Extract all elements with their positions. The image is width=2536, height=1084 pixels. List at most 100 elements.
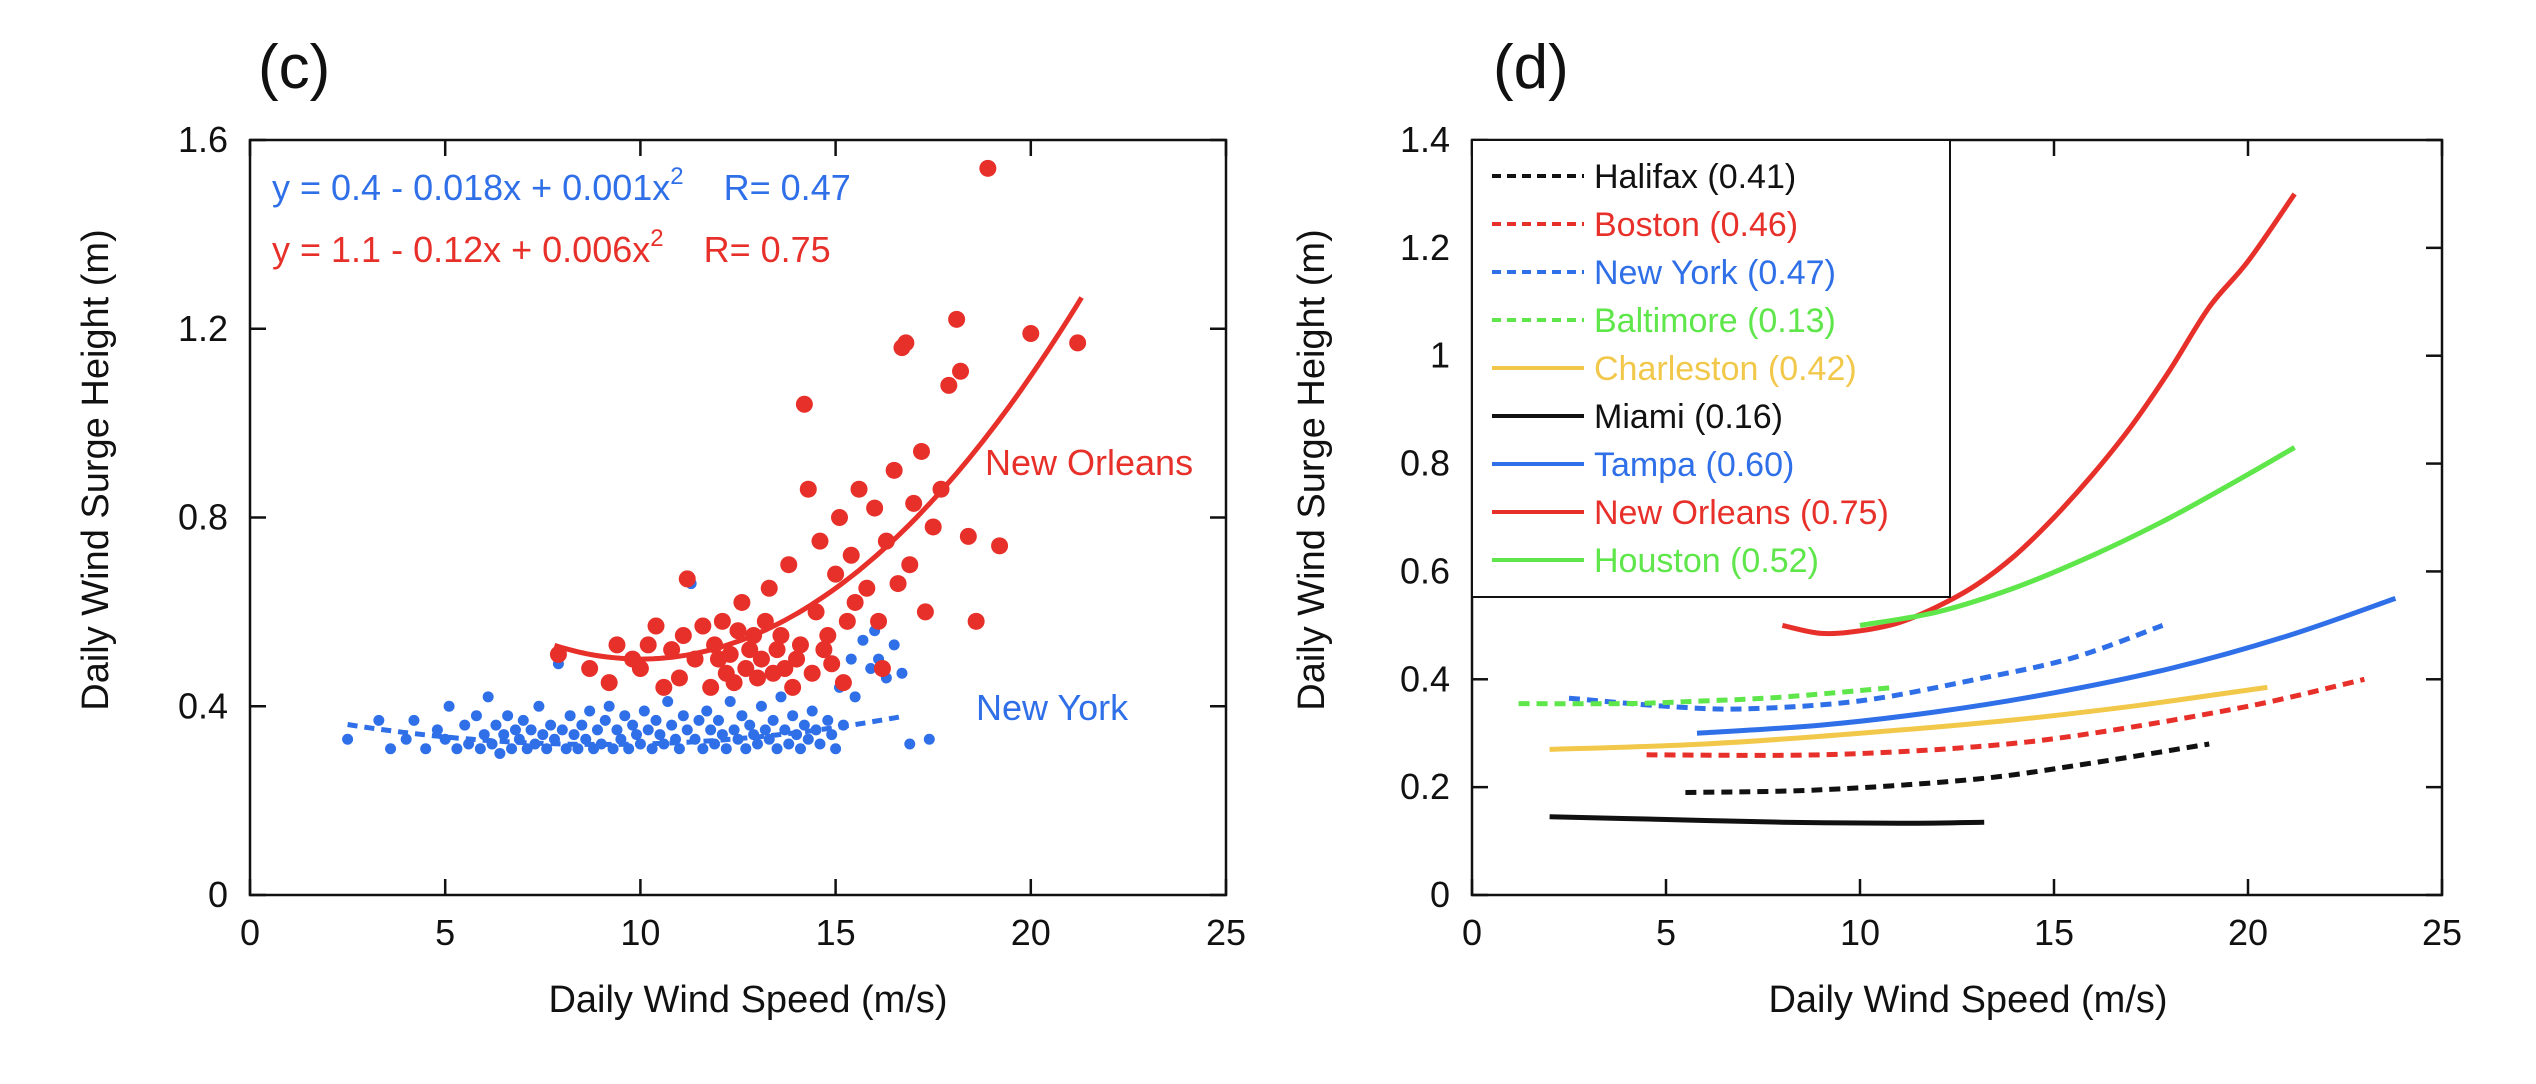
point-new-orleans [846,593,864,611]
point-new-york [783,738,795,750]
equation-red-text: y = 1.1 - 0.12x + 0.006x [272,229,650,270]
point-new-york [537,729,549,741]
point-new-york [470,710,482,722]
panel-d-y-axis-title: Daily Wind Surge Height (m) [1291,229,1333,710]
equation-blue-sup: 2 [670,163,683,190]
point-new-york [619,710,631,722]
point-new-york [474,743,486,755]
point-new-york [498,729,510,741]
panel-d-x-tick-label: 5 [1656,912,1676,953]
legend-r-value: (0.41) [1707,158,1796,196]
legend-item-baltimore: Baltimore (0.13) [1594,302,1836,340]
panel-c-y-axis-title: Daily Wind Surge Height (m) [75,229,117,710]
point-new-york [517,714,529,726]
panel-d-x-axis-title: Daily Wind Speed (m/s) [1768,979,2167,1021]
panel-d-x-tick-label: 20 [2228,912,2268,953]
point-new-york [849,691,861,703]
point-new-orleans [873,660,891,677]
point-new-york [478,729,490,741]
series-line-tampa [1696,596,2397,736]
point-new-orleans [823,655,841,673]
panel-c-y-tick-label: 1.2 [178,308,228,349]
point-new-york [638,705,650,717]
panel-d-y-tick-label: 0 [1430,874,1450,915]
point-new-york [533,700,545,712]
point-new-york [830,743,842,755]
point-new-orleans [678,570,696,588]
point-new-orleans [639,636,657,654]
point-new-orleans [815,641,833,659]
point-new-york [611,724,623,736]
point-new-orleans [901,556,919,574]
panel-c-y-tick-label: 1.6 [178,119,228,160]
point-new-orleans [674,626,692,644]
panel-c-equations: y = 0.4 - 0.018x + 0.001x2 R= 0.47 y = 1.… [272,163,851,270]
legend-r-value: (0.16) [1694,398,1783,436]
equation-red-sup: 2 [650,225,663,252]
point-new-york [845,653,857,665]
series-line-charleston [1549,684,2268,752]
point-new-orleans [760,579,778,597]
legend-r-value: (0.47) [1747,254,1836,292]
point-new-orleans [749,669,767,687]
point-new-york [666,719,678,731]
point-new-orleans [725,674,743,692]
point-new-york [888,639,900,651]
panel-d-legend: Halifax (0.41) Boston (0.46) New York (0.4… [1471,139,1951,598]
point-new-orleans [889,575,907,593]
series-line-houston [1859,445,2296,628]
point-new-york [720,743,732,755]
point-new-york [857,634,869,646]
point-new-york [904,738,916,750]
point-new-york [373,714,385,726]
point-new-orleans [803,664,821,682]
point-new-orleans [834,674,852,692]
point-new-york [814,738,826,750]
legend-name: Charleston [1594,350,1768,388]
point-new-orleans [788,650,806,668]
point-new-york [740,743,752,755]
point-new-york [755,700,767,712]
series-label-new-orleans: New Orleans [985,442,1193,483]
panel-c-x-tick-label: 10 [620,912,660,953]
panel-c-x-axis-title: Daily Wind Speed (m/s) [548,979,947,1021]
point-new-orleans [729,622,747,640]
legend-r-value: (0.42) [1768,350,1857,388]
panel-c-x-tick-label: 20 [1011,912,1051,953]
point-new-orleans [776,660,794,677]
legend-name: Baltimore [1594,302,1747,340]
point-new-orleans [858,579,876,597]
point-new-orleans [850,480,868,498]
point-new-york [779,724,791,736]
panel-d-y-tick-label: 0.8 [1400,443,1450,484]
point-new-orleans [827,565,845,583]
point-new-orleans [831,509,849,526]
point-new-orleans [811,532,829,550]
legend-r-value: (0.60) [1706,446,1795,484]
point-new-york [509,724,521,736]
point-new-york [627,719,639,731]
point-new-orleans [1022,324,1040,342]
point-new-york [576,719,588,731]
point-new-orleans [780,556,798,574]
panel-d-y-tick-label: 1.2 [1400,227,1450,268]
legend-name: Halifax [1594,158,1707,196]
panel-c-axes: 0 5 10 15 20 25 0 0.4 0.8 1.2 1.6 [178,119,1246,953]
point-new-york [545,719,557,731]
point-new-orleans [733,593,751,611]
panel-d-x-tick-label: 15 [2034,912,2074,953]
point-new-york [923,733,935,745]
point-new-orleans [838,612,856,630]
point-new-york [794,743,806,755]
point-new-orleans [795,395,813,413]
legend-item-boston: Boston (0.46) [1594,206,1798,244]
point-new-orleans [713,612,731,630]
legend-name: Boston [1594,206,1709,244]
point-new-orleans [741,641,759,659]
equation-red-r: R= 0.75 [704,229,831,270]
point-new-orleans [940,376,958,394]
point-new-york [822,714,834,726]
point-new-orleans [799,480,817,498]
point-new-orleans [791,636,809,654]
